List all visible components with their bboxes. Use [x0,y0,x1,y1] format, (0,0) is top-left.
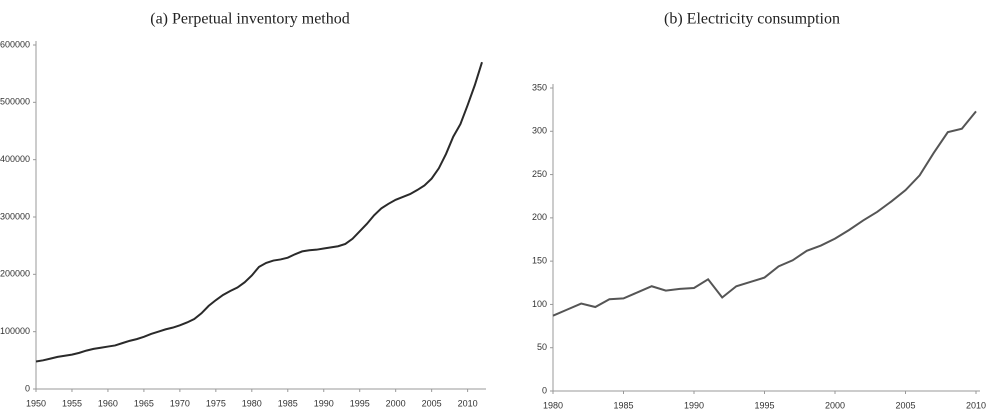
data-line [552,110,977,317]
x-tick-label: 1950 [26,398,46,408]
x-tick-label: 1970 [170,398,190,408]
x-tick-label: 2000 [386,398,406,408]
x-tick-label: 1985 [278,398,298,408]
x-tick-label: 2005 [895,400,915,410]
x-tick-label: 1965 [134,398,154,408]
data-line [35,61,483,363]
y-tick-label: 250 [532,169,547,179]
x-tick-label: 2000 [825,400,845,410]
x-tick-label: 1990 [684,400,704,410]
y-tick-label: 200000 [0,269,30,279]
y-tick-label: 100000 [0,326,30,336]
y-tick-label: 350 [532,82,547,92]
x-tick-label: 1995 [350,398,370,408]
x-tick-label: 1980 [242,398,262,408]
y-tick-label: 200 [532,212,547,222]
y-tick-label: 0 [25,383,30,393]
y-tick-label: 300 [532,126,547,136]
x-tick-label: 1980 [543,400,563,410]
x-tick-label: 2005 [422,398,442,408]
y-tick-label: 0 [542,385,547,395]
y-tick-label: 300000 [0,211,30,221]
x-tick-label: 1955 [62,398,82,408]
chart-title: (b) Electricity consumption [664,11,840,28]
y-tick-label: 100 [532,299,547,309]
y-tick-label: 150 [532,256,547,266]
x-tick-label: 1985 [613,400,633,410]
y-tick-label: 600000 [0,39,30,49]
y-tick-label: 400000 [0,154,30,164]
y-tick-label: 500000 [0,97,30,107]
x-tick-label: 1995 [754,400,774,410]
x-tick-label: 2010 [966,400,986,410]
x-tick-label: 1960 [98,398,118,408]
x-tick-label: 1990 [314,398,334,408]
x-tick-label: 2010 [458,398,478,408]
y-tick-label: 50 [537,342,547,352]
x-tick-label: 1975 [206,398,226,408]
chart-title: (a) Perpetual inventory method [150,11,350,28]
